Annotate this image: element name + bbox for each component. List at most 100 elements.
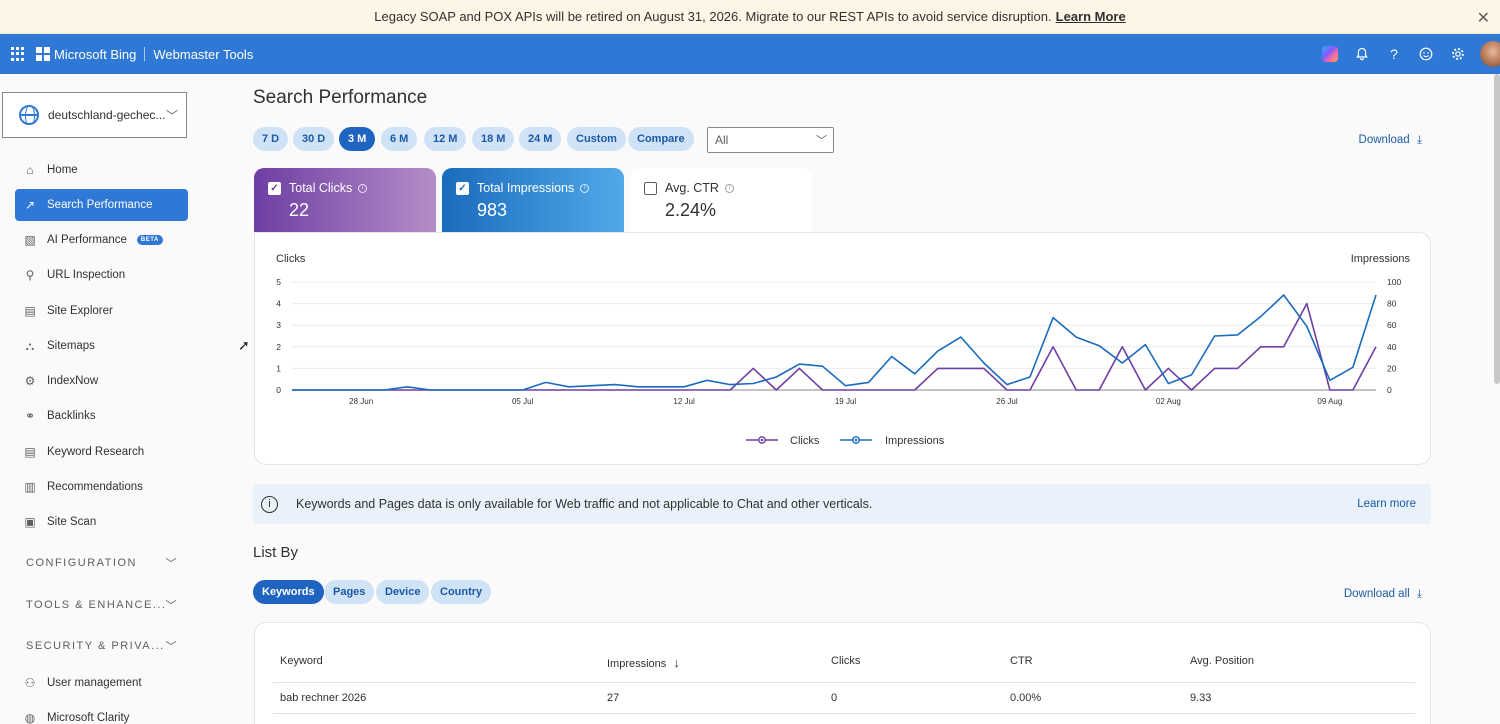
series-line-impressions	[292, 294, 1377, 391]
table-cell-clicks: 0	[831, 692, 838, 704]
search-icon: ⚲	[25, 268, 35, 282]
column-header-impressions[interactable]: Impressions ↓	[607, 655, 680, 670]
download-all-label: Download all	[1343, 588, 1410, 600]
column-header-ctr[interactable]: CTR	[1010, 655, 1033, 667]
x-tick-label: 02 Aug	[1156, 397, 1181, 406]
sidebar-item-indexnow[interactable]: ⚙ IndexNow	[15, 365, 188, 397]
sidebar-item-label: Backlinks	[47, 410, 96, 422]
compare-button[interactable]: Compare	[628, 127, 694, 151]
copilot-button[interactable]	[1314, 34, 1346, 74]
search-type-dropdown[interactable]: All ﹀	[707, 127, 834, 153]
close-icon[interactable]: ✕	[1476, 10, 1490, 27]
product-name[interactable]: Webmaster Tools	[153, 46, 254, 62]
range-24m-button[interactable]: 24 M	[519, 127, 562, 151]
sidebar-item-ai-performance[interactable]: ▧ AI Performance BETA	[15, 224, 188, 256]
top-header: Microsoft Bing Webmaster Tools ?	[0, 34, 1500, 74]
tab-keywords[interactable]: Keywords	[253, 580, 324, 604]
range-6m-button[interactable]: 6 M	[381, 127, 418, 151]
info-icon[interactable]: i	[358, 183, 368, 193]
x-tick-label: 28 Jun	[349, 397, 373, 406]
avg-ctr-checkbox[interactable]	[644, 181, 657, 195]
download-button[interactable]: Download ⤓	[1359, 134, 1422, 147]
sidebar-item-label: Sitemaps	[47, 340, 95, 352]
globe-icon	[19, 105, 39, 125]
sidebar-item-search-performance[interactable]: ↗ Search Performance	[15, 189, 188, 221]
section-configuration[interactable]: CONFIGURATION ﹀	[15, 548, 188, 578]
table-cell-ctr: 0.00%	[1010, 692, 1042, 704]
metric-label: Total Clicks	[289, 181, 353, 195]
metric-card-total-impressions[interactable]: ✓ Total Impressions i 983	[442, 168, 624, 232]
section-security-privacy[interactable]: SECURITY & PRIVA... ﹀	[15, 631, 188, 661]
help-icon[interactable]: ?	[1390, 46, 1398, 62]
section-label: TOOLS & ENHANCE...	[26, 599, 167, 611]
sidebar-item-keyword-research[interactable]: ▤ Keyword Research	[15, 436, 188, 468]
chevron-down-icon: ﹀	[165, 641, 178, 653]
clipboard-icon: ▥	[24, 480, 36, 494]
sidebar-item-user-management[interactable]: ⚇ User management	[15, 667, 188, 699]
download-all-button[interactable]: Download all ⤓	[1344, 588, 1422, 601]
page-scrollbar[interactable]	[1494, 74, 1500, 384]
brand-name[interactable]: Microsoft Bing	[54, 46, 137, 62]
total-clicks-checkbox[interactable]: ✓	[268, 181, 281, 195]
info-learn-more-link[interactable]: Learn more	[1357, 498, 1416, 510]
range-custom-button[interactable]: Custom	[567, 127, 626, 151]
site-name: deutschland-gechec...	[48, 108, 166, 122]
range-3m-button[interactable]: 3 M	[339, 127, 376, 151]
sidebar-item-site-scan[interactable]: ▣ Site Scan	[15, 506, 188, 538]
sidebar-item-home[interactable]: ⌂ Home	[15, 154, 188, 186]
tab-pages[interactable]: Pages	[324, 580, 375, 604]
column-header-clicks[interactable]: Clicks	[831, 655, 861, 667]
column-header-keyword[interactable]: Keyword	[280, 655, 323, 667]
site-selector[interactable]: deutschland-gechec... ﹀	[2, 92, 187, 138]
sidebar-item-sitemaps[interactable]: ⛬ Sitemaps	[15, 330, 188, 362]
sort-descending-icon: ↓	[673, 655, 680, 670]
range-18m-button[interactable]: 18 M	[472, 127, 515, 151]
feedback-smiley-icon[interactable]	[1410, 34, 1442, 74]
legend-marker-dot	[760, 438, 764, 442]
y-tick-label-left: 1	[276, 363, 281, 373]
ai-icon: ▧	[24, 233, 36, 247]
notification-bell-icon[interactable]	[1346, 34, 1378, 74]
download-arrow-icon: ⤓	[1416, 588, 1422, 600]
legend-label-clicks: Clicks	[790, 435, 820, 447]
sidebar-item-label: Keyword Research	[47, 446, 145, 458]
range-12m-button[interactable]: 12 M	[424, 127, 467, 151]
metric-label: Avg. CTR	[665, 181, 719, 195]
banner-learn-more-link[interactable]: Learn More	[1055, 9, 1126, 24]
user-avatar[interactable]	[1480, 41, 1500, 67]
chevron-down-icon: ﹀	[816, 135, 827, 147]
metric-card-avg-ctr[interactable]: Avg. CTR i 2.24%	[630, 168, 812, 232]
beta-badge: BETA	[136, 235, 163, 245]
tab-country[interactable]: Country	[431, 580, 492, 604]
download-label: Download	[1358, 134, 1410, 146]
total-impressions-checkbox[interactable]: ✓	[456, 181, 469, 195]
range-7d-button[interactable]: 7 D	[253, 127, 289, 151]
info-icon[interactable]: i	[580, 183, 590, 193]
settings-icon: ⚙	[24, 374, 36, 388]
sidebar-item-recommendations[interactable]: ▥ Recommendations	[15, 471, 188, 503]
range-30d-button[interactable]: 30 D	[293, 127, 335, 151]
app-launcher-icon[interactable]	[11, 47, 25, 61]
metric-value: 983	[477, 200, 508, 220]
user-icon: ⚇	[24, 676, 36, 690]
table-cell-keyword[interactable]: bab rechner 2026	[280, 692, 367, 704]
sidebar-item-backlinks[interactable]: ⚭ Backlinks	[15, 400, 188, 432]
column-header-avg-position[interactable]: Avg. Position	[1190, 655, 1255, 667]
metric-card-total-clicks[interactable]: ✓ Total Clicks i 22	[254, 168, 436, 232]
scan-icon: ▣	[24, 515, 36, 529]
sidebar-item-label: Search Performance	[47, 199, 153, 211]
info-icon[interactable]: i	[724, 183, 734, 193]
copilot-icon	[1322, 46, 1338, 62]
tab-device[interactable]: Device	[376, 580, 430, 604]
dropdown-value: All	[715, 133, 729, 147]
sidebar-item-label: Site Scan	[47, 516, 97, 528]
settings-gear-icon[interactable]	[1442, 34, 1474, 74]
section-tools-enhancements[interactable]: TOOLS & ENHANCE... ﹀	[15, 590, 188, 620]
sidebar-item-url-inspection[interactable]: ⚲ URL Inspection	[15, 259, 188, 291]
sidebar-item-microsoft-clarity[interactable]: ◍ Microsoft Clarity	[15, 702, 188, 724]
sidebar-item-site-explorer[interactable]: ▤ Site Explorer	[15, 295, 188, 327]
legend-label-impressions: Impressions	[885, 435, 945, 447]
keywords-table: Keyword Impressions ↓ Clicks CTR Avg. Po…	[254, 622, 1431, 724]
sidebar-item-label: Microsoft Clarity	[47, 712, 130, 724]
home-icon: ⌂	[26, 163, 34, 177]
